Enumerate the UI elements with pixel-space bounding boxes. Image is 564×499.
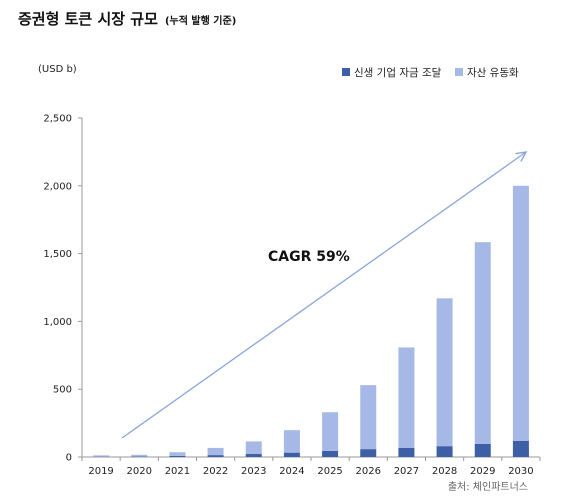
bar-segment-securitization xyxy=(245,441,262,455)
x-tick-label: 2026 xyxy=(356,466,381,477)
bars xyxy=(93,185,529,457)
x-tick-label: 2021 xyxy=(165,466,190,477)
y-tick-label: 2,000 xyxy=(43,181,72,192)
bar-segment-funding xyxy=(322,450,339,457)
bar-segment-funding xyxy=(283,452,300,457)
chart-title-row: 증권형 토큰 시장 규모 (누적 발행 기준) xyxy=(18,8,236,29)
bar-segment-securitization xyxy=(207,447,224,456)
bar-segment-securitization xyxy=(322,412,339,451)
legend-label-securitization: 자산 유동화 xyxy=(467,67,519,79)
bar-segment-securitization xyxy=(283,430,300,453)
bar-segment-securitization xyxy=(436,298,453,447)
y-tick-label: 2,500 xyxy=(43,114,72,125)
bar-segment-securitization xyxy=(93,455,110,457)
bar-segment-funding xyxy=(398,447,415,457)
x-tick-label: 2022 xyxy=(203,466,228,477)
source-note: 출처: 체인파트너스 xyxy=(447,482,528,493)
y-tick-label: 1,000 xyxy=(43,317,72,328)
bar-segment-funding xyxy=(169,455,186,457)
y-tick-label: 1,500 xyxy=(43,249,72,260)
bar-segment-securitization xyxy=(512,185,529,441)
y-axis-unit: (USD b) xyxy=(38,64,77,75)
legend-swatch-dark xyxy=(342,68,350,76)
bar-segment-funding xyxy=(245,454,262,457)
x-tick-label: 2023 xyxy=(241,466,266,477)
bar-segment-funding xyxy=(436,446,453,457)
bar-segment-securitization xyxy=(131,454,148,457)
x-tick-label: 2028 xyxy=(432,466,457,477)
x-tick-label: 2019 xyxy=(88,466,113,477)
x-tick-label: 2025 xyxy=(317,466,342,477)
bar-segment-securitization xyxy=(398,347,415,448)
y-tick-label: 0 xyxy=(66,453,72,464)
x-tick-label: 2027 xyxy=(394,466,419,477)
x-tick-label: 2020 xyxy=(127,466,152,477)
bar-segment-funding xyxy=(512,440,529,457)
cagr-annotation: CAGR 59% xyxy=(268,249,350,265)
bar-segment-funding xyxy=(474,443,491,457)
bar-segment-funding xyxy=(360,449,377,457)
chart-subtitle: (누적 발행 기준) xyxy=(164,16,237,27)
y-tick-label: 500 xyxy=(53,385,72,396)
chart-title: 증권형 토큰 시장 규모 xyxy=(18,10,158,28)
legend-swatch-light xyxy=(455,68,463,76)
bar-segment-securitization xyxy=(360,385,377,450)
legend-label-funding: 신생 기업 자금 조달 xyxy=(354,66,442,79)
bar-segment-securitization xyxy=(474,242,491,444)
legend: 신생 기업 자금 조달 자산 유동화 xyxy=(342,66,519,79)
x-tick-label: 2024 xyxy=(279,466,304,477)
bar-segment-securitization xyxy=(169,452,186,456)
cagr-arrow xyxy=(121,152,526,439)
axes xyxy=(78,117,541,461)
x-tick-label: 2030 xyxy=(508,466,533,477)
x-tick-label: 2029 xyxy=(470,466,495,477)
bar-segment-funding xyxy=(207,455,224,457)
tick-labels: 0 500 1,000 1,500 2,000 2,500 2019 2020 2021 2022… xyxy=(43,114,533,478)
